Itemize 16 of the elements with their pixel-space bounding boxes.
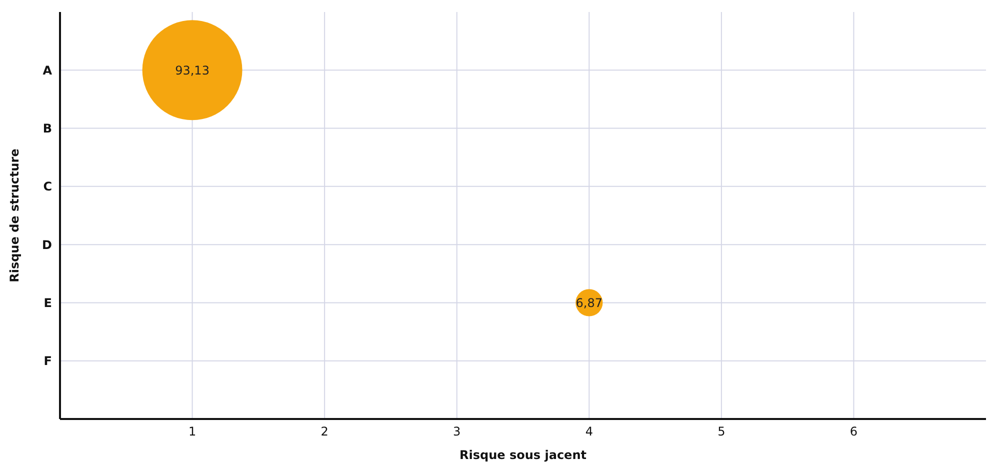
y-axis-title: Risque de structure xyxy=(7,148,22,282)
y-tick-label: D xyxy=(42,238,52,252)
x-tick-label: 1 xyxy=(188,424,196,439)
y-tick-label: C xyxy=(43,180,52,194)
x-tick-label: 3 xyxy=(453,424,461,439)
data-label: 93,13 xyxy=(175,63,210,78)
y-tick-label: E xyxy=(44,296,52,310)
y-tick-label: A xyxy=(42,63,53,78)
data-label: 6,87 xyxy=(576,296,602,310)
y-tick-label: F xyxy=(44,354,52,368)
y-tick-label: B xyxy=(42,122,52,136)
x-axis-title: Risque sous jacent xyxy=(460,448,587,462)
x-tick-label: 5 xyxy=(718,424,726,439)
x-tick-label: 4 xyxy=(585,424,593,439)
x-tick-label: 6 xyxy=(850,424,858,439)
x-tick-label: 2 xyxy=(320,424,328,439)
